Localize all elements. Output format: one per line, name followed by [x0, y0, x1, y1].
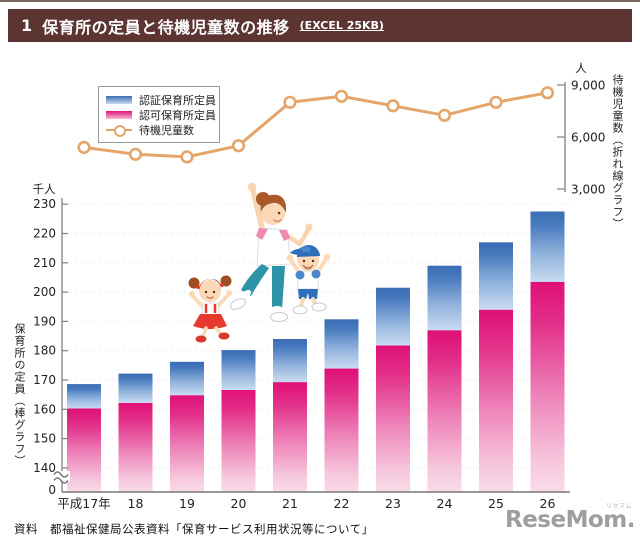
- girl-figure: [188, 275, 232, 343]
- right-axis-tick-label: 9,000: [571, 79, 605, 93]
- line-marker: [334, 89, 349, 103]
- line-marker: [489, 95, 503, 109]
- bar-licensed-capacity: [324, 368, 359, 492]
- top-divider: [0, 0, 640, 2]
- legend-item-certified: 認証保育所定員: [106, 92, 216, 107]
- mother-figure: [230, 182, 313, 322]
- x-axis-label: 25: [488, 496, 504, 511]
- bar-certified-capacity: [479, 242, 513, 310]
- left-axis-unit: 千人: [33, 182, 56, 196]
- bar-certified-capacity: [376, 287, 410, 346]
- resemom-logo: ReseMom.: [505, 507, 636, 533]
- line-marker: [540, 86, 555, 100]
- legend-item-licensed: 認可保育所定員: [106, 107, 216, 122]
- bar-licensed-capacity: [530, 281, 565, 492]
- section-header: 1 保育所の定員と待機児童数の推移 (EXCEL 25KB): [8, 9, 632, 42]
- legend-item-waiting: 待機児童数: [106, 122, 212, 137]
- left-axis-tick-label: 230: [33, 197, 56, 211]
- left-axis-zero-label: 0: [48, 483, 56, 497]
- waiting-children-line: [83, 91, 548, 159]
- legend-label: 認可保育所定員: [139, 108, 216, 122]
- bar-certified-capacity: [273, 339, 307, 383]
- source-note: 資料 都福祉保健局公表資料「保育サービス利用状況等について」: [14, 522, 374, 536]
- left-axis-tick-label: 190: [33, 314, 56, 328]
- bar-licensed-capacity: [67, 408, 101, 492]
- bar-licensed-capacity: [376, 345, 410, 492]
- x-axis-label: 21: [282, 496, 298, 511]
- section-number: 1: [21, 16, 33, 35]
- bar-certified-capacity: [427, 265, 462, 331]
- bar-certified-capacity: [324, 319, 359, 369]
- jumping-family-illustration: [188, 182, 331, 343]
- line-marker: [231, 139, 246, 153]
- bar-licensed-capacity: [479, 309, 513, 492]
- x-axis-label: 平成17年: [57, 496, 110, 511]
- axis-break-icon: [53, 477, 69, 484]
- bar-licensed-capacity: [273, 382, 307, 492]
- left-axis-tick-label: 160: [33, 402, 56, 416]
- line-marker: [128, 147, 143, 161]
- bar-licensed-capacity: [427, 330, 462, 492]
- left-axis-tick-label: 200: [33, 285, 56, 299]
- bar-licensed-capacity: [221, 390, 256, 492]
- x-axis-label: 23: [385, 496, 401, 511]
- legend-label: 待機児童数: [139, 123, 194, 137]
- chart-legend: 認証保育所定員 認可保育所定員 待機児童数: [98, 86, 220, 143]
- x-axis-label: 20: [231, 496, 247, 511]
- left-axis-tick-label: 210: [33, 256, 56, 270]
- line-marker: [283, 95, 297, 109]
- left-axis-title: 保育所の定員（棒グラフ）: [13, 323, 26, 467]
- x-axis-label: 19: [179, 496, 195, 511]
- x-axis-label: 22: [334, 496, 350, 511]
- bar-certified-capacity: [170, 361, 204, 396]
- section-title: 保育所の定員と待機児童数の推移: [42, 17, 290, 37]
- right-axis-unit: 人: [575, 61, 587, 75]
- bar-certified-capacity: [221, 350, 256, 390]
- excel-download-link[interactable]: (EXCEL 25KB): [299, 19, 384, 32]
- line-marker: [386, 99, 400, 113]
- licensed-bar-swatch-icon: [106, 110, 132, 119]
- x-axis-label: 24: [437, 496, 453, 511]
- left-axis-tick-label: 140: [33, 461, 56, 475]
- bar-certified-capacity: [118, 373, 153, 403]
- left-axis-tick-label: 180: [33, 344, 56, 358]
- bar-licensed-capacity: [170, 395, 204, 492]
- waiting-line-swatch-icon: [106, 124, 132, 137]
- bar-licensed-capacity: [118, 402, 153, 492]
- line-marker: [180, 150, 194, 164]
- bar-certified-capacity: [67, 384, 101, 409]
- left-axis-tick-label: 150: [33, 432, 56, 446]
- x-axis-label: 18: [128, 496, 144, 511]
- right-axis-title: 待機児童数（折れ線グラフ）: [611, 74, 624, 230]
- left-axis-tick-label: 220: [33, 227, 56, 241]
- line-marker: [437, 108, 452, 122]
- legend-label: 認証保育所定員: [139, 93, 216, 107]
- resemom-logo-ruby: リセマム: [605, 503, 632, 510]
- right-axis-tick-label: 3,000: [571, 183, 605, 197]
- certified-bar-swatch-icon: [106, 95, 132, 104]
- x-axis-label: 26: [540, 496, 556, 511]
- line-marker: [77, 140, 91, 154]
- bar-certified-capacity: [530, 211, 565, 282]
- right-axis-tick-label: 6,000: [571, 131, 605, 145]
- left-axis-tick-label: 170: [33, 373, 56, 387]
- axis-break-icon: [53, 471, 69, 478]
- boy-figure: [286, 244, 331, 315]
